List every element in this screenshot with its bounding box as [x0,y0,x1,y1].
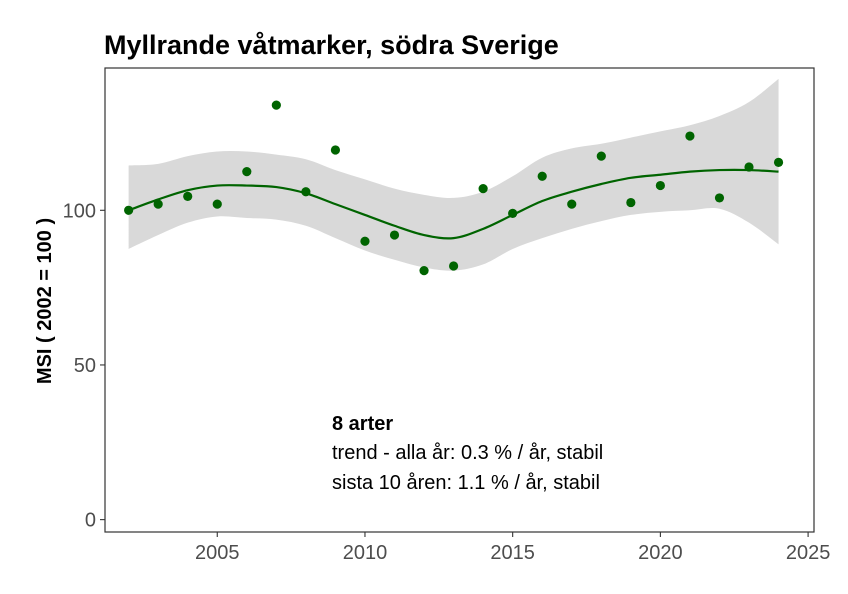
data-point [360,236,370,246]
x-tick-label: 2020 [638,542,683,564]
y-tick-label: 0 [85,510,96,532]
trend-line [128,168,779,240]
data-point [626,197,636,208]
data-points [124,100,784,276]
confidence-band [128,78,779,271]
data-point [389,230,400,240]
axes: 2005 2010 2015 2020 2025 0 50 100 [63,200,831,564]
x-tick-label: 2025 [786,542,831,564]
annotation-species-count: 8 arter [332,413,393,435]
data-point [212,199,222,209]
data-point [153,199,163,209]
plot-area [124,78,784,276]
data-point [685,131,695,141]
plot-frame [104,67,815,533]
data-point [124,205,134,215]
data-point [596,151,606,161]
data-point [419,266,429,276]
data-point [567,199,577,209]
x-tick-label: 2015 [490,542,535,564]
data-point [478,184,488,194]
data-point [714,193,725,203]
annotation: 8 arter trend - alla år: 0.3 % / år, sta… [332,413,603,494]
data-point [271,100,281,110]
data-point [301,187,311,197]
y-tick-label: 100 [63,200,96,222]
x-tick-label: 2010 [343,542,388,564]
data-point [508,208,518,218]
data-point [537,171,547,181]
y-tick-label: 50 [74,355,96,377]
chart-title: Myllrande våtmarker, södra Sverige [104,30,559,60]
y-axis-label: MSI ( 2002 = 100 ) [34,218,56,384]
data-point [448,261,459,271]
data-point [773,157,784,167]
annotation-trend-all-years: trend - alla år: 0.3 % / år, stabil [332,442,603,464]
x-tick-label: 2005 [195,542,240,564]
data-point [330,145,341,155]
annotation-trend-last-10-years: sista 10 åren: 1.1 % / år, stabil [332,472,600,494]
data-point [242,167,252,177]
data-point [655,180,665,191]
data-point [744,162,754,172]
data-point [183,191,193,201]
